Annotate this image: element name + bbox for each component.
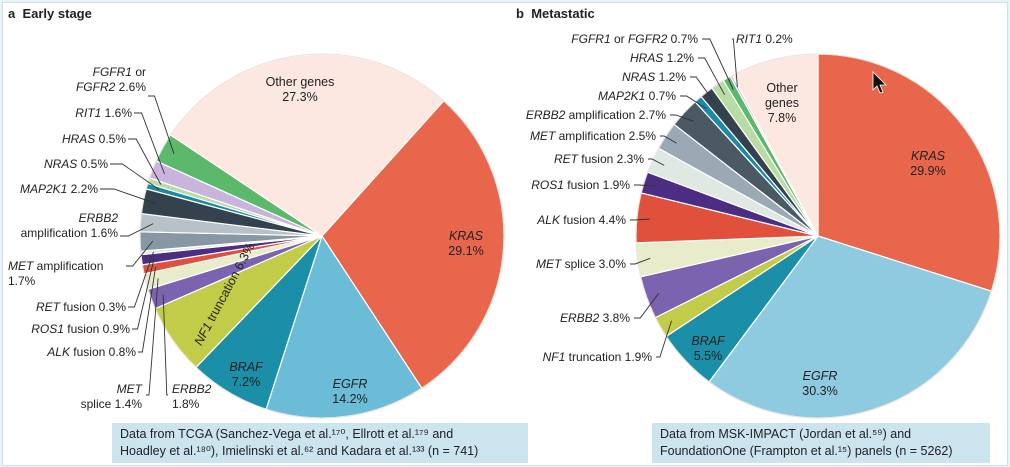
slice-label-kras: KRAS [911, 149, 946, 163]
slice-label-other-genes: Other [766, 81, 797, 95]
slice-value-braf: 7.2% [232, 375, 261, 389]
leader-line-map2k1 [680, 95, 707, 110]
slice-label-met-amplification: 1.7% [8, 274, 36, 288]
slice-label-hras: HRAS 1.2% [630, 51, 694, 65]
slice-label-map2k1: MAP2K1 0.7% [598, 89, 676, 103]
slice-label-met-splice: splice 1.4% [81, 397, 143, 411]
slice-label-kras: KRAS [449, 229, 484, 243]
slice-label-rit1: RIT1 0.2% [736, 32, 793, 46]
leader-line-hras [698, 57, 725, 96]
slice-label-rit1: RIT1 1.6% [75, 106, 132, 120]
leader-line-alk-fusion [138, 266, 157, 353]
slice-label-ret-fusion: RET fusion 2.3% [554, 152, 644, 166]
leader-line-alk-fusion [630, 218, 650, 221]
slice-label-erbb2-amplification: ERBB2 amplification 2.7% [526, 108, 666, 122]
slice-value-kras: 29.1% [448, 244, 483, 258]
slice-label-nf1-truncation: NF1 truncation 1.9% [543, 350, 653, 364]
leader-line-erbb2 [634, 293, 660, 319]
panel-b-caption: Data from MSK-IMPACT (Jordan et al.⁵⁹) a… [652, 423, 990, 463]
slice-label-nras: NRAS 0.5% [44, 157, 108, 171]
leader-line-nras [110, 163, 160, 190]
slice-label-met-splice: MET [117, 382, 144, 396]
leader-line-rit1 [134, 112, 165, 175]
slice-label-met-splice: MET splice 3.0% [536, 257, 626, 271]
slice-label-ros1-fusion: ROS1 fusion 1.9% [531, 178, 630, 192]
leader-line-erbb2-amplification [120, 223, 154, 237]
slice-label-fgfr1-or-fgfr2: FGFR1 or FGFR2 0.7% [571, 32, 698, 46]
leader-line-nf1-truncation [656, 320, 672, 358]
pie-b: NF1 truncation 1.9% ERBB2 3.8% MET splice … [526, 32, 1001, 419]
slice-label-ros1-fusion: ROS1 fusion 0.9% [31, 322, 130, 336]
slice-label-ret-fusion: RET fusion 0.3% [36, 300, 126, 314]
pie-outline [635, 53, 1001, 419]
slice-label-erbb2: 1.8% [172, 397, 200, 411]
slice-value-other-genes: 27.3% [282, 90, 317, 104]
leader-line-ros1-fusion [132, 257, 155, 330]
panel-b-caption-line1: Data from MSK-IMPACT (Jordan et al.⁵⁹) a… [660, 427, 912, 441]
slice-label-erbb2-amplification: ERBB2 [79, 211, 119, 225]
slice-label-other-genes: genes [765, 96, 799, 110]
slice-label-braf: BRAF [691, 334, 726, 348]
slice-label-erbb2: ERBB2 [172, 382, 212, 396]
panel-a-caption-line2: Hoadley et al.¹⁸⁰), Imielinski et al.⁶² … [120, 444, 479, 458]
leader-line-erbb2 [162, 294, 168, 396]
panel-b-title: b Metastatic [516, 6, 595, 21]
slice-label-egfr: EGFR [803, 369, 838, 383]
slice-label-met-amplification: MET amplification 2.5% [530, 129, 656, 143]
slice-label-other-genes: Other genes [266, 75, 335, 89]
slice-label-hras: HRAS 0.5% [62, 132, 126, 146]
slice-label-map2k1: MAP2K1 2.2% [20, 182, 98, 196]
leader-line-met-amplification [126, 240, 154, 267]
leader-line-erbb2-amplification [670, 114, 694, 122]
pie-outline [139, 53, 505, 419]
leader-line-ret-fusion [128, 251, 154, 308]
slice-label-braf: BRAF [229, 360, 264, 374]
slice-label-alk-fusion: ALK fusion 4.4% [536, 213, 626, 227]
slice-value-egfr: 14.2% [332, 392, 367, 406]
leader-line-met-splice [630, 257, 651, 265]
slice-value-kras: 29.9% [910, 164, 945, 178]
leader-line-met-amplification [660, 135, 677, 144]
panel-a-caption: Data from TCGA (Sanchez-Vega et al.¹⁷⁰, … [112, 423, 528, 463]
leader-line-fgfr1-or-fgfr2 [148, 95, 175, 154]
mouse-cursor-icon [872, 71, 887, 94]
panel-a-title: a Early stage [8, 6, 92, 21]
slice-label-alk-fusion: ALK fusion 0.8% [46, 345, 136, 359]
slice-label-erbb2-amplification: amplification 1.6% [21, 226, 119, 240]
leader-line-hras [128, 138, 162, 185]
leader-line-fgfr1-or-fgfr2 [702, 38, 734, 90]
slice-label-fgfr1-or-fgfr2: FGFR2 2.6% [76, 80, 146, 94]
slice-value-other-genes: 7.8% [768, 111, 797, 125]
leader-line-met-splice [146, 278, 159, 396]
slice-label-nras: NRAS 1.2% [622, 70, 686, 84]
slice-label-erbb2: ERBB2 3.8% [560, 311, 630, 325]
leader-line-rit1 [732, 38, 738, 88]
panel-a-caption-line1: Data from TCGA (Sanchez-Vega et al.¹⁷⁰, … [120, 427, 454, 441]
slice-label-met-amplification: MET amplification [8, 259, 103, 273]
slice-value-braf: 5.5% [694, 349, 723, 363]
leader-line-ros1-fusion [634, 184, 657, 187]
panel-b-caption-line2: FoundationOne (Frampton et al.¹⁵) panels… [660, 444, 953, 458]
leader-line-ret-fusion [648, 158, 665, 166]
leader-line-nras [690, 76, 715, 103]
slice-value-egfr: 30.3% [802, 384, 837, 398]
slice-label-fgfr1-or-fgfr2: FGFR1 or [93, 65, 146, 79]
slice-label-egfr: EGFR [333, 377, 368, 391]
leader-line-map2k1 [100, 188, 157, 205]
